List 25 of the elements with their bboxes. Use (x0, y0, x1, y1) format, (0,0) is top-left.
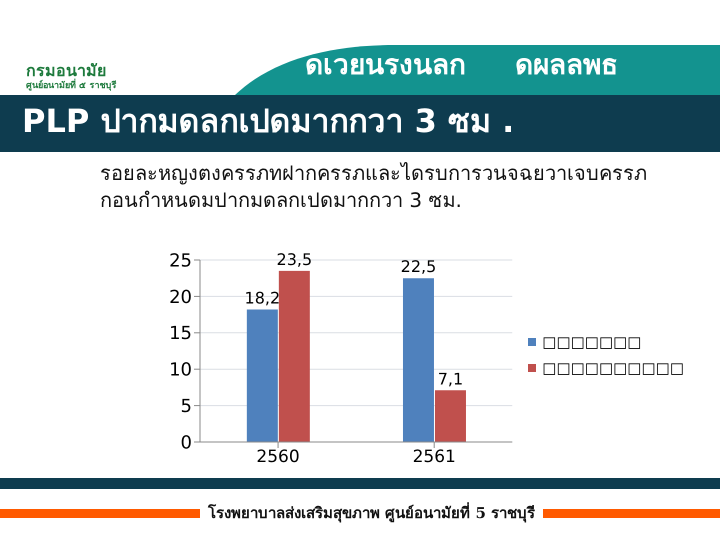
y-tick-label: 15 (169, 323, 192, 344)
chart-title: PLP ปากมดลกเปดมากกวา 3 ซม . (22, 102, 514, 140)
bar (434, 390, 466, 442)
text: ศูนย์อนามัยที่ ๕ ราชบุรี (26, 81, 116, 92)
chart-subtitle: รอยละหญงตงครรภทฝากครรภและไดรบการวนจฉยวาเจบครรภกอนกำหนดมปากมดลกเปดมากกวา 3 ซม. (100, 160, 648, 214)
y-tick-label: 10 (169, 360, 192, 381)
text: โรงพยาบาลส่งเสริมสุขภาพ ศูนย์อนามัยที่ 5 ราชบุรี (206, 501, 536, 524)
y-tick-label: 5 (180, 396, 192, 417)
x-tick-label: 2560 (256, 447, 300, 468)
text: กรมอนามัย (26, 61, 106, 80)
bar (278, 270, 310, 442)
y-tick-label: 25 (169, 250, 192, 272)
text: ดเวยนรงนลก (305, 48, 466, 81)
legend-label: □□□□□□□ (542, 333, 642, 351)
data-label: 7,1 (438, 369, 464, 388)
data-label: 22,5 (400, 257, 436, 276)
bar (246, 310, 278, 442)
bar (402, 278, 434, 442)
data-label: 23,5 (276, 250, 312, 269)
data-label: 18,2 (244, 288, 280, 308)
y-tick-label: 20 (169, 286, 192, 308)
x-tick-label: 2561 (412, 447, 456, 468)
legend-label: □□□□□□□□□□ (542, 359, 684, 377)
text: ดผลลพธ (515, 48, 618, 81)
y-tick-label: 0 (180, 432, 192, 454)
